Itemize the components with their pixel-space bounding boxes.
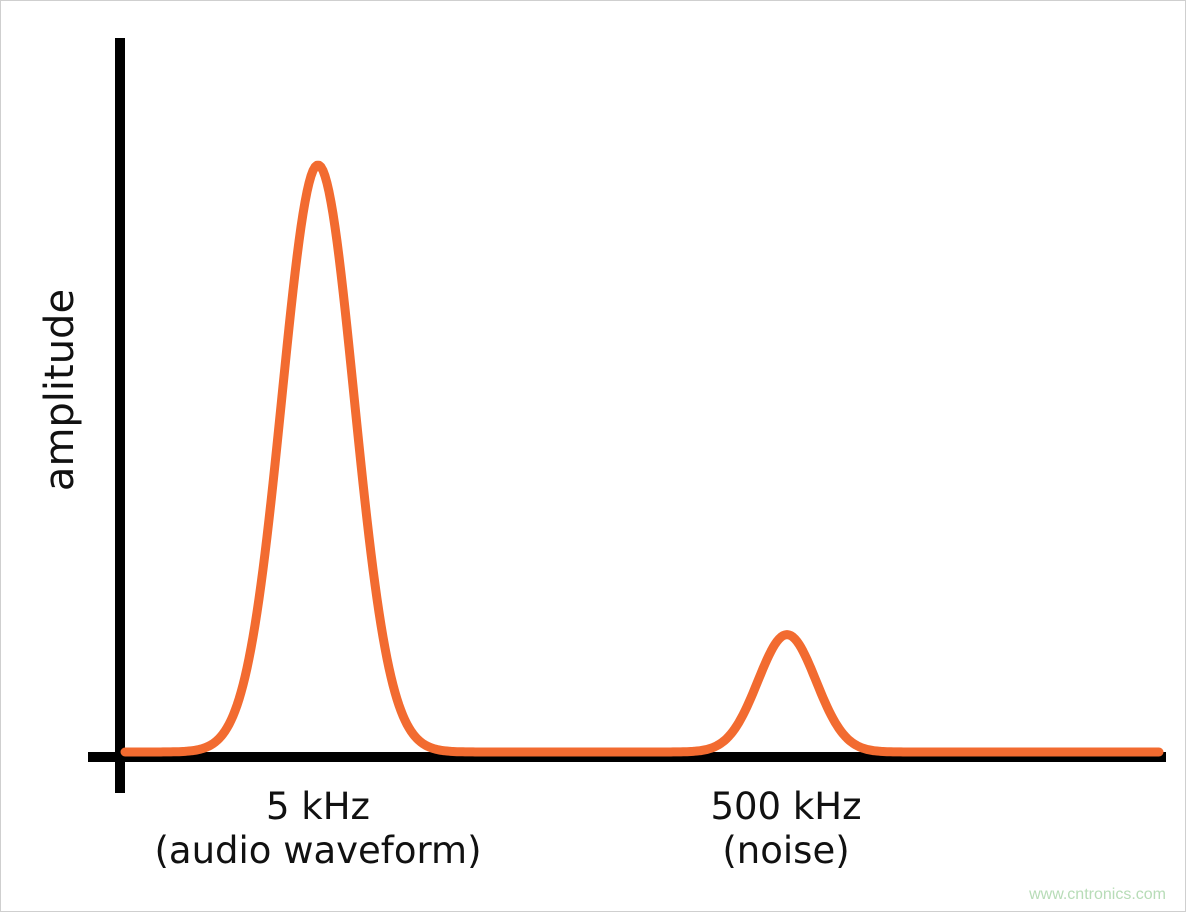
tick-line1: 500 kHz	[710, 785, 862, 828]
tick-line2: (audio waveform)	[154, 829, 482, 872]
spectrum-curve	[120, 160, 1164, 757]
tick-line1: 5 kHz	[266, 785, 370, 828]
x-tick-label-5khz: 5 kHz (audio waveform)	[108, 785, 528, 873]
x-tick-label-500khz: 500 kHz (noise)	[576, 785, 996, 873]
tick-line2: (noise)	[722, 829, 850, 872]
y-axis-label: amplitude	[37, 288, 83, 492]
watermark: www.cntronics.com	[1029, 886, 1166, 903]
